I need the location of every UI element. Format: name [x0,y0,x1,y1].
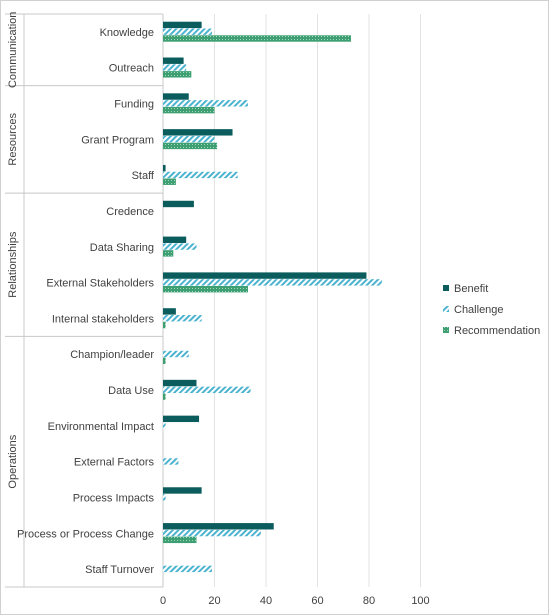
x-tick-label: 20 [208,595,220,607]
bar-benefit-funding [163,93,189,100]
bar-challenge-external-factors [163,458,179,465]
legend-swatch-benefit [443,285,449,291]
bar-challenge-data-use [163,386,251,394]
category-label: Knowledge [100,27,154,39]
x-axis-ticks: 0 20 40 60 80 100 [160,595,430,607]
group-label-operations: Operations [7,434,19,488]
bars [163,21,382,573]
category-label: External Factors [74,457,155,469]
bar-benefit-environmental-impact [163,415,200,423]
bar-recommendation-outreach [163,71,192,78]
category-label: Data Sharing [90,242,154,254]
category-label: Data Use [108,385,154,397]
legend: Benefit Challenge Recommendation [443,283,540,337]
bar-recommendation-data-use [163,393,166,400]
legend-swatch-challenge [443,306,449,312]
bar-recommendation-external-stakeholders [163,285,248,293]
category-label: Funding [114,99,154,111]
bar-recommendation-internal-stakeholders [163,321,166,329]
category-label: Staff Turnover [85,564,154,576]
bar-recommendation-staff [163,178,176,185]
group-label-communication: Communication [7,12,19,88]
bar-benefit-credence [163,200,194,208]
x-tick-label: 60 [311,595,323,607]
bar-challenge-champion-leader [163,350,189,358]
bar-recommendation-grant-program [163,142,218,150]
category-label: Credence [106,206,154,218]
category-label: Staff [132,170,155,182]
bar-benefit-data-use [163,379,197,387]
bar-recommendation-knowledge [163,35,351,42]
category-label: Grant Program [81,134,154,146]
bar-challenge-process-impacts [163,494,166,501]
bar-challenge-funding [163,100,248,107]
bar-benefit-process-impacts [163,487,202,494]
bar-challenge-environmental-impact [163,422,166,429]
bar-recommendation-data-sharing [163,250,174,257]
category-label: Champion/leader [70,349,154,361]
bar-benefit-external-stakeholders [163,272,367,279]
bar-challenge-internal-stakeholders [163,315,202,322]
x-tick-label: 80 [363,595,375,607]
category-label: Environmental Impact [48,421,154,433]
bar-challenge-process-or-process-change [163,529,261,537]
legend-swatch-recommendation [443,327,449,333]
group-label-resources: Resources [7,113,19,166]
bar-challenge-staff-turnover [163,565,212,573]
bar-challenge-grant-program [163,135,215,143]
bar-challenge-staff [163,171,238,179]
legend-label-benefit: Benefit [454,283,488,295]
bar-recommendation-process-or-process-change [163,536,197,544]
bar-benefit-data-sharing [163,236,187,243]
category-label: Process or Process Change [17,528,154,540]
bar-challenge-knowledge [163,28,212,35]
category-label: Internal stakeholders [52,313,155,325]
category-label: Outreach [109,63,154,75]
bar-challenge-data-sharing [163,243,197,250]
bar-challenge-outreach [163,64,187,71]
bar-recommendation-champion-leader [163,357,166,365]
legend-label-challenge: Challenge [454,304,504,316]
bar-benefit-grant-program [163,129,233,136]
bar-recommendation-funding [163,106,215,114]
bar-benefit-outreach [163,57,184,64]
x-tick-label: 0 [160,595,166,607]
group-label-relationships: Relationships [7,231,19,298]
bar-challenge-external-stakeholders [163,279,382,286]
category-label: External Stakeholders [46,278,154,290]
bar-benefit-staff [163,164,166,172]
bar-benefit-process-or-process-change [163,523,274,530]
legend-label-recommendation: Recommendation [454,325,540,337]
x-tick-label: 40 [260,595,272,607]
x-tick-label: 100 [411,595,429,607]
bar-benefit-knowledge [163,21,202,29]
category-label: Process Impacts [73,492,155,504]
bar-benefit-internal-stakeholders [163,308,176,315]
